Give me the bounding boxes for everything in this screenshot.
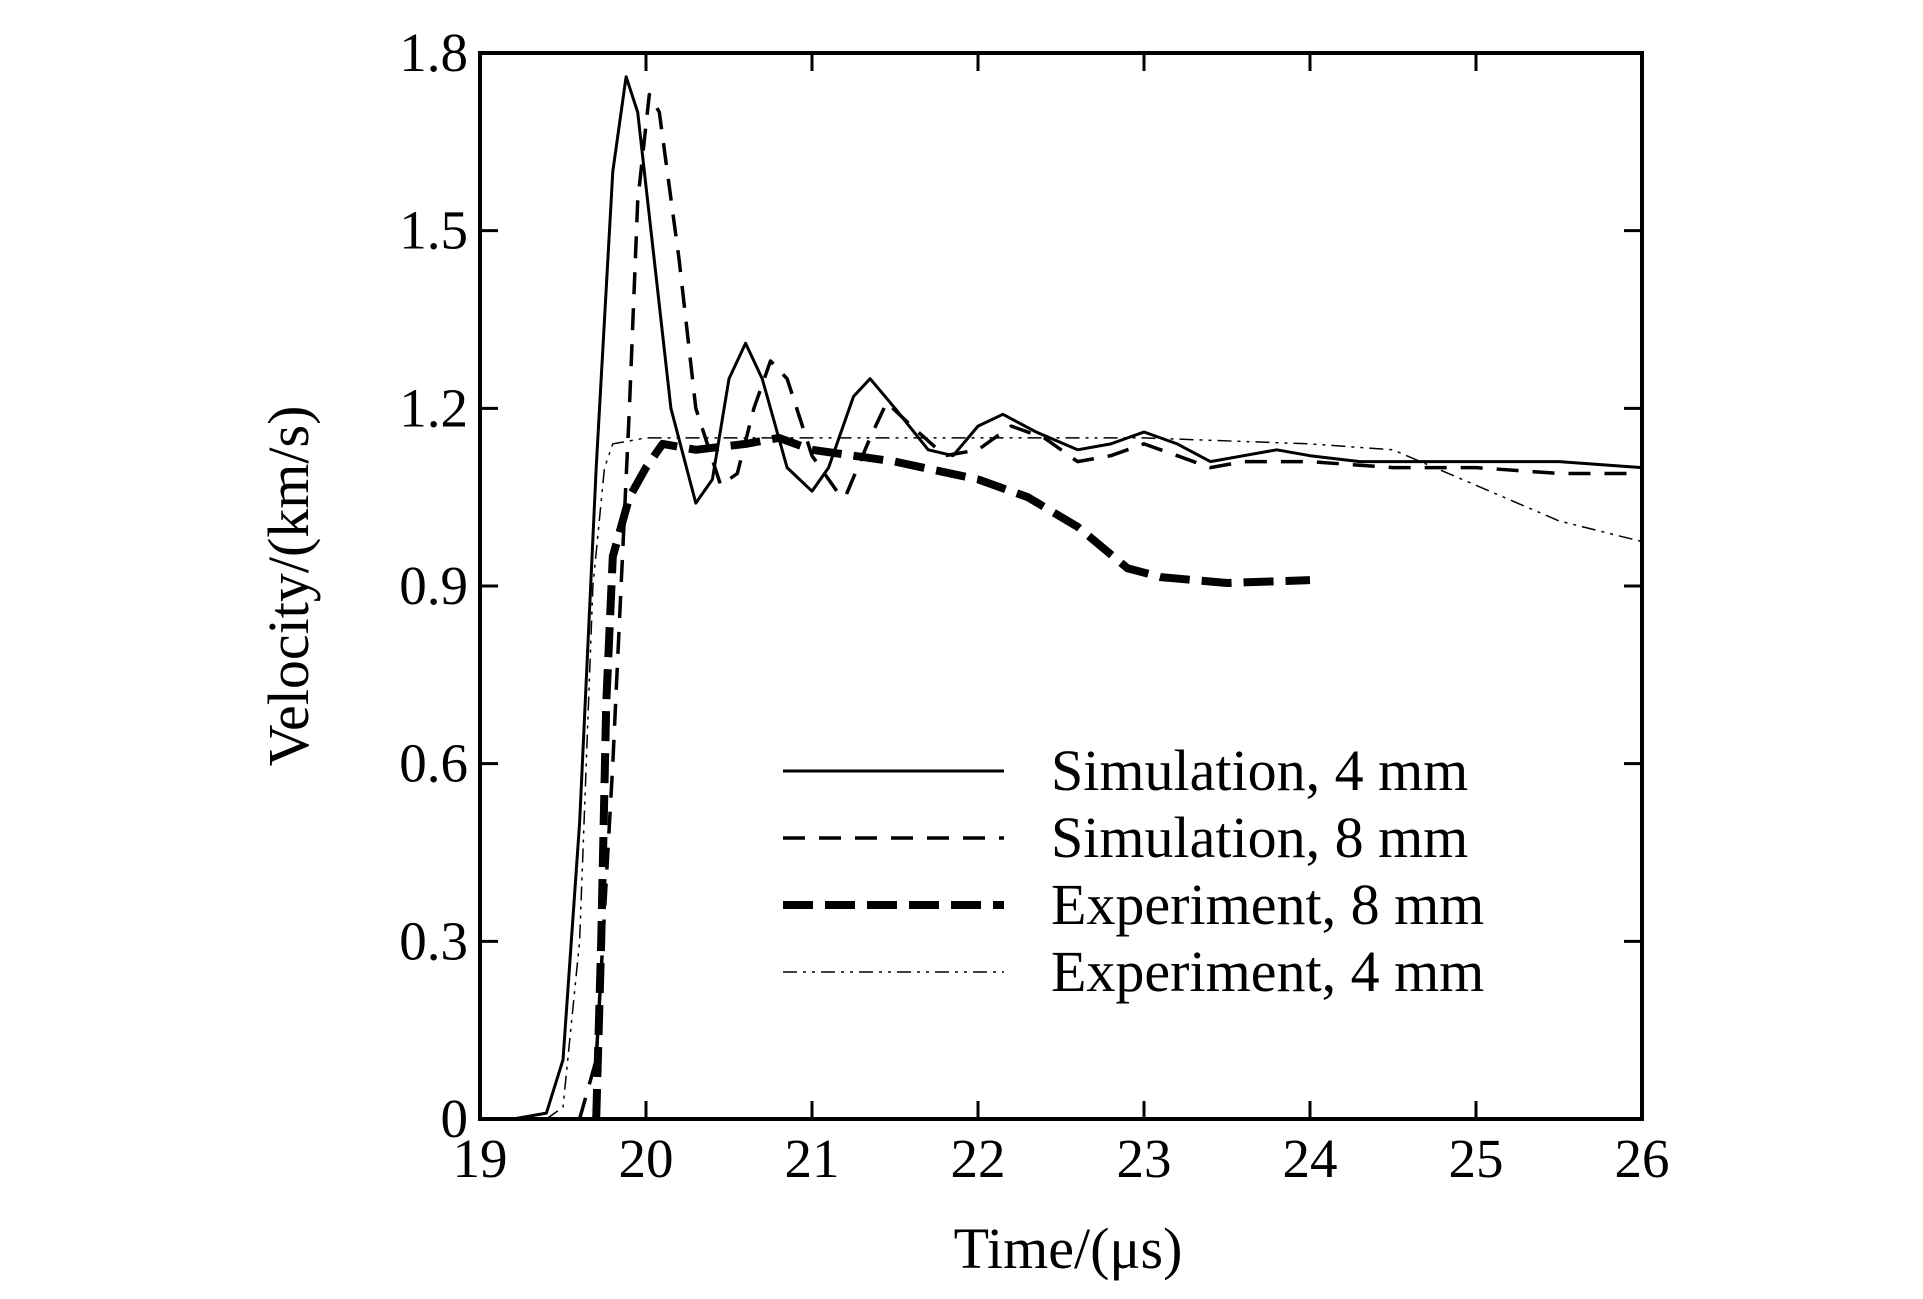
y-tick-label: 0.3	[399, 910, 468, 971]
y-tick-label: 0.6	[399, 733, 468, 794]
y-tick-label: 0	[441, 1088, 469, 1149]
series-line	[512, 75, 1643, 1121]
y-tick-label: 1.2	[399, 377, 468, 438]
x-tick-label: 23	[1117, 1128, 1172, 1189]
x-tick-label: 20	[619, 1128, 674, 1189]
series-line	[577, 92, 1642, 1120]
x-tick-label: 25	[1449, 1128, 1504, 1189]
legend-label: Experiment, 4 mm	[1051, 939, 1484, 1004]
series-line	[545, 437, 1643, 1120]
series-line	[592, 433, 1311, 1120]
y-tick-label: 1.5	[399, 200, 468, 261]
legend-label: Simulation, 4 mm	[1051, 738, 1468, 803]
y-axis-label: Velocity/(km/s)	[256, 406, 321, 767]
x-axis-label: Time/(μs)	[954, 1216, 1183, 1281]
y-tick-label: 1.8	[399, 22, 468, 83]
y-tick-label: 0.9	[399, 555, 468, 616]
x-tick-label: 26	[1615, 1128, 1670, 1189]
x-tick-label: 21	[785, 1128, 840, 1189]
x-tick-label: 22	[951, 1128, 1006, 1189]
legend-label: Simulation, 8 mm	[1051, 805, 1468, 870]
legend-label: Experiment, 8 mm	[1051, 872, 1484, 937]
x-tick-label: 24	[1283, 1128, 1338, 1189]
x-tick-label: 19	[453, 1128, 508, 1189]
